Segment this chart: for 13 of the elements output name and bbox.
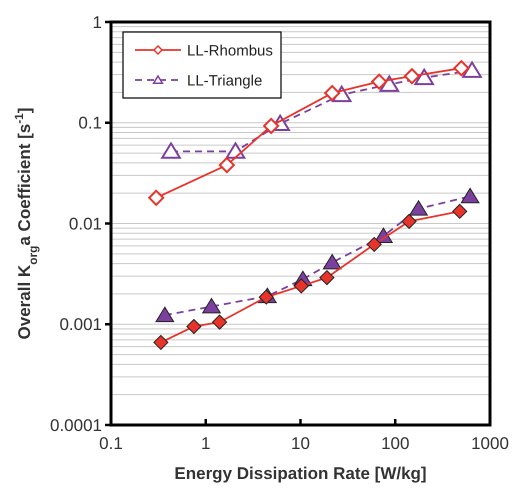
x-tick-label: 100 [381, 434, 410, 453]
y-tick-label: 0.001 [59, 315, 102, 334]
legend-label: LL-Rhombus [187, 42, 273, 60]
x-tick-label: 1000 [471, 434, 509, 453]
x-tick-label: 0.1 [99, 434, 123, 453]
y-tick-label: 1 [92, 12, 102, 32]
y-tick-label: 0.01 [68, 214, 102, 234]
y-tick-label: 0.1 [78, 114, 102, 133]
x-axis-title: Energy Dissipation Rate [W/kg] [174, 464, 427, 483]
x-tick-label: 10 [291, 434, 310, 453]
legend-label: LL-Triangle [187, 72, 262, 90]
y-tick-label: 0.0001 [50, 416, 102, 435]
x-tick-label: 1 [201, 434, 210, 453]
